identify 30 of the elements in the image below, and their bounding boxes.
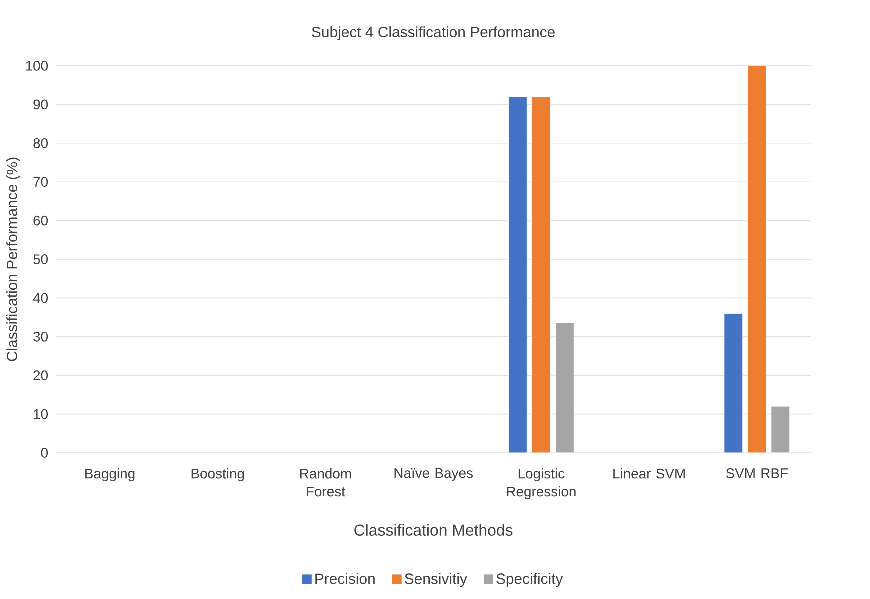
- y-tick-label: 60: [34, 216, 48, 226]
- x-tick-label: SVM RBF: [726, 468, 788, 478]
- y-tick-label: 90: [34, 100, 48, 110]
- y-tick-label: 0: [41, 448, 48, 458]
- bar: [771, 406, 790, 453]
- x-tick-label: Naïve Bayes: [394, 468, 473, 482]
- y-tick-label: 100: [26, 61, 48, 71]
- x-tick-label: Linear SVM: [614, 468, 685, 479]
- chart-title: Subject 4 Classification Performance: [312, 26, 555, 40]
- y-axis-title: Classification Performance (%): [6, 158, 20, 362]
- x-tick-label: Random Forest: [300, 468, 352, 497]
- bar: [555, 322, 574, 453]
- legend-label: Specificity: [496, 573, 564, 588]
- x-axis-title: Classification Methods: [354, 524, 513, 536]
- x-tick-label: Bagging: [86, 468, 135, 482]
- y-tick-label: 80: [34, 138, 48, 148]
- y-tick-label: 50: [34, 254, 48, 264]
- x-tick-label: Boosting: [192, 468, 244, 482]
- y-tick-label: 20: [34, 370, 48, 381]
- bar: [508, 96, 528, 453]
- legend-label: Sensivitiy: [405, 573, 468, 588]
- y-tick-label: 10: [34, 409, 48, 420]
- y-tick-label: 40: [33, 293, 48, 304]
- y-tick-label: 30: [34, 332, 48, 342]
- legend-label: Precision: [316, 573, 375, 584]
- bar: [532, 96, 551, 453]
- bar: [724, 313, 744, 453]
- bar: [748, 66, 767, 453]
- x-tick-label: Logistic Regression: [507, 468, 576, 500]
- y-tick-label: 70: [34, 177, 48, 188]
